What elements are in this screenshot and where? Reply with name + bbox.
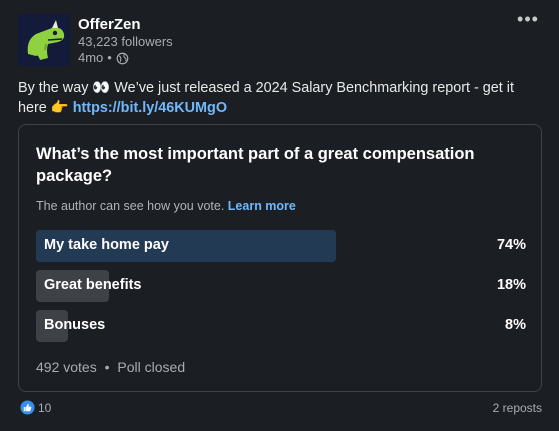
poll-option-label: Bonuses [44, 317, 106, 333]
poll-option-percent: 8% [505, 317, 526, 333]
poll-option-label: My take home pay [44, 237, 169, 253]
vote-count[interactable]: 492 votes [36, 359, 97, 375]
poll-result-bar [36, 270, 109, 302]
visibility-text: The author can see how you vote. [36, 199, 228, 213]
poll-option-benefits: Great benefits 18% [36, 270, 526, 302]
company-logo[interactable] [18, 14, 70, 66]
reaction-count: 10 [38, 400, 52, 415]
follower-count: 43,223 followers [78, 34, 173, 49]
post-age: 4mo [78, 50, 104, 65]
separator-dot: • [107, 50, 112, 65]
post-time-row: 4mo • [78, 50, 173, 66]
poll-option-take-home-pay: My take home pay 74% [36, 230, 526, 262]
poll-question: What’s the most important part of a grea… [36, 145, 475, 185]
post-header: OfferZen 43,223 followers 4mo • [18, 14, 173, 66]
poll-footer: 492 votes • Poll closed [36, 359, 185, 375]
poll-visibility-note: The author can see how you vote. Learn m… [36, 199, 296, 213]
author-meta: OfferZen 43,223 followers 4mo • [78, 14, 173, 66]
dinosaur-icon [18, 14, 70, 66]
poll-status: Poll closed [117, 359, 186, 375]
post-text: By the way 👀 We’ve just released a 2024 … [18, 78, 538, 118]
poll-result-bar [36, 230, 336, 262]
poll-result-bar [36, 310, 68, 342]
poll-option-percent: 18% [496, 277, 526, 293]
author-name[interactable]: OfferZen [78, 16, 141, 33]
poll-option-percent: 74% [496, 237, 526, 253]
like-icon [20, 400, 35, 415]
poll-option-label: Great benefits [44, 277, 142, 293]
learn-more-link[interactable]: Learn more [227, 199, 296, 213]
separator-dot: • [104, 359, 110, 375]
post-body: By the way 👀 We’ve just released a 2024 … [18, 80, 514, 116]
repost-count[interactable]: 2 reposts [492, 401, 542, 415]
poll-option-bonuses: Bonuses 8% [36, 310, 526, 342]
more-options-button[interactable]: ••• [517, 9, 539, 29]
report-link[interactable]: https://bit.ly/46KUMgO [72, 100, 228, 116]
poll-card: What’s the most important part of a grea… [18, 124, 542, 392]
reaction-summary[interactable]: 10 [20, 400, 51, 415]
globe-icon [116, 52, 129, 64]
